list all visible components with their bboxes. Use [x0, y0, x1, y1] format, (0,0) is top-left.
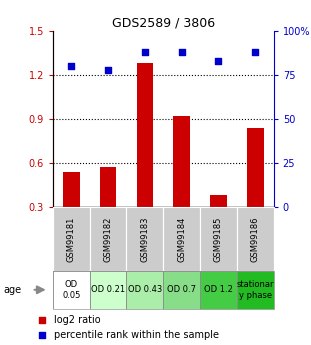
Bar — [200, 207, 237, 271]
Point — [253, 49, 258, 55]
Text: GSM99181: GSM99181 — [67, 216, 76, 262]
Title: GDS2589 / 3806: GDS2589 / 3806 — [112, 17, 215, 30]
Text: GSM99185: GSM99185 — [214, 216, 223, 262]
Text: GSM99186: GSM99186 — [251, 216, 260, 262]
Text: OD 0.43: OD 0.43 — [128, 285, 162, 294]
Point — [216, 58, 221, 64]
Point — [39, 317, 44, 322]
Bar — [237, 207, 274, 271]
Bar — [210, 195, 227, 207]
Bar — [63, 172, 80, 207]
Bar — [237, 271, 274, 309]
Point — [179, 49, 184, 55]
Bar — [174, 116, 190, 207]
Text: age: age — [3, 285, 21, 295]
Text: OD 1.2: OD 1.2 — [204, 285, 233, 294]
Bar — [247, 128, 263, 207]
Text: GSM99184: GSM99184 — [177, 216, 186, 262]
Bar — [53, 271, 90, 309]
Point — [39, 332, 44, 338]
Text: stationar
y phase: stationar y phase — [237, 280, 274, 299]
Text: OD
0.05: OD 0.05 — [62, 280, 81, 299]
Bar — [100, 167, 116, 207]
Point — [142, 49, 147, 55]
Bar — [90, 207, 127, 271]
Point — [106, 67, 111, 72]
Point — [69, 63, 74, 69]
Text: GSM99182: GSM99182 — [104, 216, 113, 262]
Bar — [127, 271, 163, 309]
Bar — [127, 207, 163, 271]
Bar — [200, 271, 237, 309]
Text: OD 0.7: OD 0.7 — [167, 285, 196, 294]
Text: percentile rank within the sample: percentile rank within the sample — [54, 330, 219, 340]
Text: GSM99183: GSM99183 — [140, 216, 149, 262]
Bar — [163, 271, 200, 309]
Text: OD 0.21: OD 0.21 — [91, 285, 125, 294]
Bar — [137, 63, 153, 207]
Bar — [163, 207, 200, 271]
Bar — [90, 271, 127, 309]
Text: log2 ratio: log2 ratio — [54, 315, 100, 325]
Bar — [53, 207, 90, 271]
